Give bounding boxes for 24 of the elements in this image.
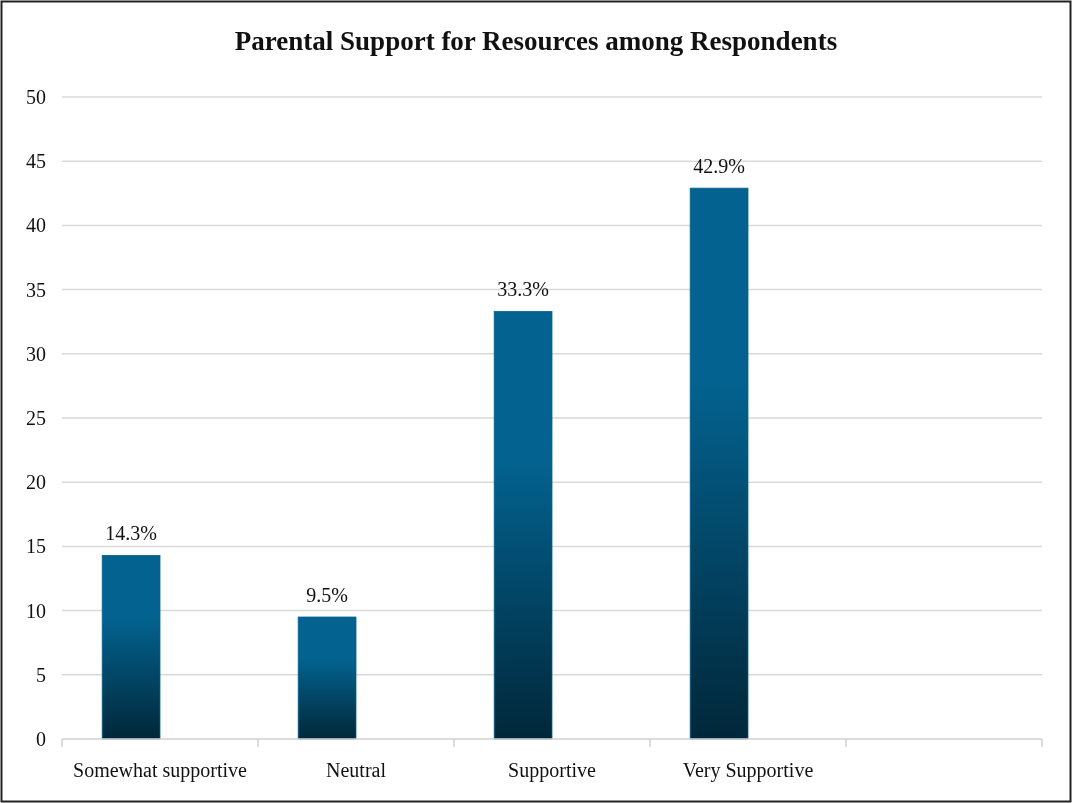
data-label: 9.5% <box>306 584 348 607</box>
chart-title: Parental Support for Resources among Respondents <box>234 26 838 56</box>
x-tick-label: Very Supportive <box>682 759 814 782</box>
x-tick-label: Supportive <box>508 759 597 782</box>
bar <box>689 187 749 740</box>
data-label: 14.3% <box>105 522 157 545</box>
y-tick-label: 25 <box>26 407 46 429</box>
y-tick-label: 45 <box>26 150 46 173</box>
y-tick-label: 20 <box>26 471 46 494</box>
y-tick-label: 15 <box>26 535 46 558</box>
y-tick-label: 5 <box>36 663 46 686</box>
x-tick-label: Somewhat supportive <box>73 759 248 782</box>
bar <box>493 311 553 740</box>
y-tick-label: 50 <box>26 86 46 108</box>
data-label: 42.9% <box>693 155 745 178</box>
bar <box>297 616 357 740</box>
y-tick-label: 40 <box>26 214 46 237</box>
y-tick-label: 0 <box>36 728 46 750</box>
y-tick-label: 10 <box>26 599 46 622</box>
data-label: 33.3% <box>497 278 549 301</box>
y-tick-label: 30 <box>26 342 46 365</box>
bar <box>101 554 161 740</box>
y-tick-label: 35 <box>26 278 46 301</box>
x-tick-label: Neutral <box>326 759 387 781</box>
